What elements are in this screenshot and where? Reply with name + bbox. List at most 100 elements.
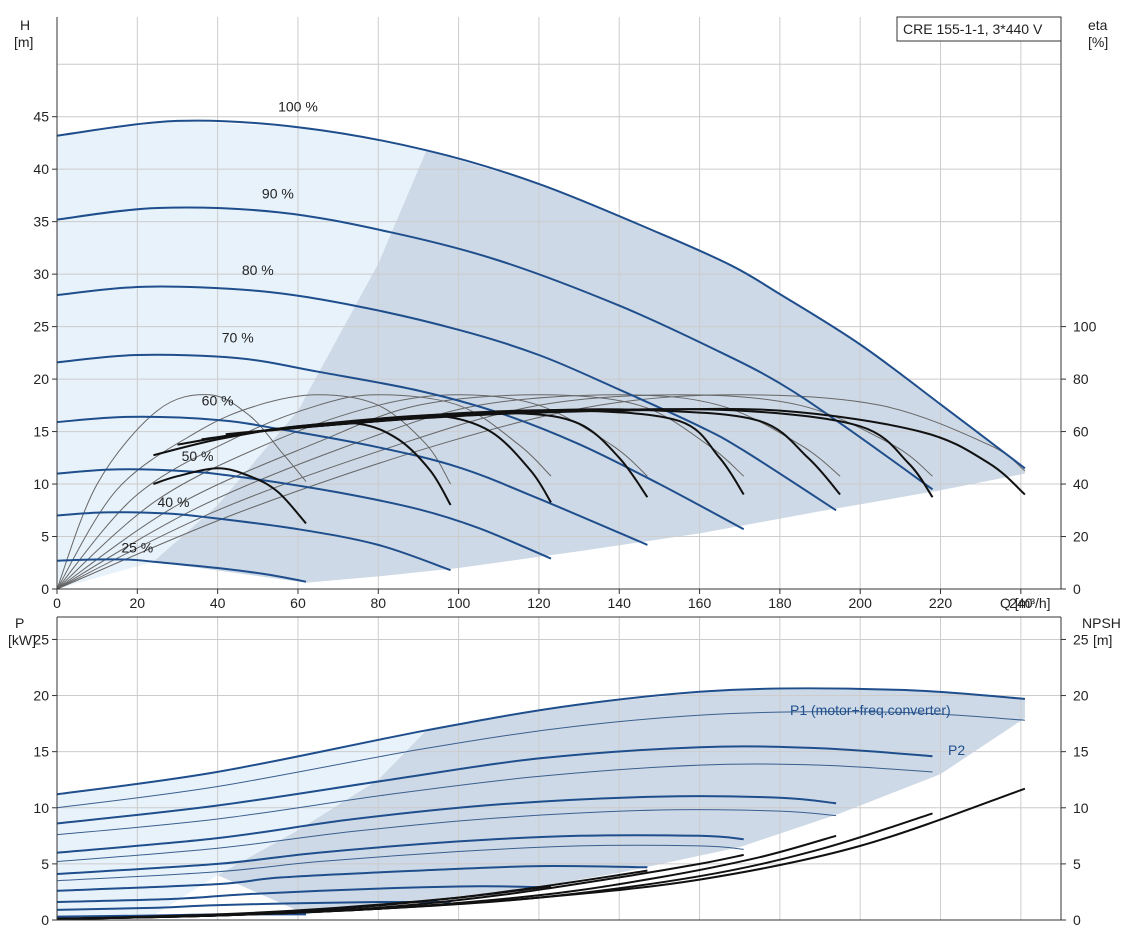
npsh-tick-label: 0 bbox=[1073, 912, 1081, 928]
y-tick-label: 45 bbox=[33, 109, 49, 125]
npsh-curve bbox=[56, 885, 552, 920]
efficiency-curve-thin bbox=[56, 394, 1026, 590]
npsh-tick-label: 5 bbox=[1073, 856, 1081, 872]
efficiency-curve-thin bbox=[56, 394, 452, 590]
p-tick-label: 25 bbox=[33, 631, 49, 647]
x-tick-label: 100 bbox=[447, 595, 471, 611]
p2-curve bbox=[56, 763, 933, 836]
x-tick-label: 180 bbox=[768, 595, 792, 611]
x-tick-label: 80 bbox=[370, 595, 386, 611]
bottom-chart-areas bbox=[57, 689, 1025, 920]
speed-label: 90 % bbox=[262, 186, 294, 202]
bottom-chart-curves bbox=[56, 687, 1026, 920]
y2-tick-label: 40 bbox=[1073, 476, 1089, 492]
speed-label: 40 % bbox=[158, 494, 190, 510]
top-y-axis-unit: [m] bbox=[14, 34, 33, 50]
x-tick-label: 200 bbox=[849, 595, 873, 611]
efficiency-curve-thin bbox=[56, 394, 307, 590]
y-tick-label: 15 bbox=[33, 424, 49, 440]
efficiency-curve-thin bbox=[56, 394, 648, 590]
y2-tick-label: 0 bbox=[1073, 581, 1081, 597]
speed-label: 80 % bbox=[242, 262, 274, 278]
p1-curve bbox=[56, 900, 451, 911]
legend-p2: P2 bbox=[948, 742, 965, 758]
p1-curve bbox=[56, 745, 933, 825]
p1-curve bbox=[56, 687, 1025, 796]
low-speed-area bbox=[57, 120, 427, 590]
x-axis-title: Q [m³/h] bbox=[1000, 595, 1051, 611]
x-tick-label: 220 bbox=[929, 595, 953, 611]
speed-label: 60 % bbox=[202, 392, 234, 408]
p2-curve bbox=[56, 844, 744, 882]
bottom-y2-axis-title: NPSH bbox=[1082, 615, 1121, 631]
head-curve-100 bbox=[56, 119, 1026, 470]
x-tick-label: 120 bbox=[527, 595, 551, 611]
y2-tick-label: 20 bbox=[1073, 529, 1089, 545]
head-curve-60 bbox=[56, 415, 648, 546]
p1-curve bbox=[56, 885, 552, 903]
npsh-tick-label: 25 bbox=[1073, 631, 1089, 647]
p-tick-label: 5 bbox=[41, 856, 49, 872]
bottom-y-axis-unit: [kW] bbox=[8, 632, 36, 648]
p1-curve bbox=[56, 795, 837, 854]
head-curve-40 bbox=[56, 511, 451, 572]
p2-curve bbox=[56, 809, 837, 863]
npsh-tick-label: 10 bbox=[1073, 800, 1089, 816]
y-tick-label: 20 bbox=[33, 371, 49, 387]
top-y2-axis-title: eta bbox=[1088, 17, 1108, 33]
efficiency-curve-thin bbox=[56, 394, 552, 590]
efficiency-curve bbox=[153, 467, 307, 525]
x-tick-label: 140 bbox=[608, 595, 632, 611]
p-tick-label: 20 bbox=[33, 688, 49, 704]
y2-tick-label: 100 bbox=[1073, 319, 1097, 335]
p-tick-label: 0 bbox=[41, 912, 49, 928]
y-tick-label: 10 bbox=[33, 476, 49, 492]
y-tick-label: 40 bbox=[33, 161, 49, 177]
y2-tick-label: 80 bbox=[1073, 371, 1089, 387]
y-tick-label: 25 bbox=[33, 319, 49, 335]
x-tick-label: 0 bbox=[53, 595, 61, 611]
npsh-tick-label: 15 bbox=[1073, 744, 1089, 760]
p2-curve bbox=[56, 711, 1025, 809]
head-curve-80 bbox=[56, 285, 837, 512]
y-tick-label: 5 bbox=[41, 529, 49, 545]
operating-area bbox=[153, 150, 1025, 583]
legend-p1: P1 (motor+freq.converter) bbox=[790, 702, 951, 718]
speed-label: 50 % bbox=[182, 448, 214, 464]
npsh-tick-label: 20 bbox=[1073, 688, 1089, 704]
y-tick-label: 35 bbox=[33, 214, 49, 230]
head-curve-25 bbox=[56, 558, 307, 583]
p-tick-label: 15 bbox=[33, 744, 49, 760]
bottom-chart-axes: 0 5 10 15 20 25 0 5 10 15 20 25 bbox=[33, 616, 1089, 928]
x-tick-label: 240 bbox=[1009, 595, 1033, 611]
top-chart-curves bbox=[56, 119, 1026, 590]
model-label: CRE 155-1-1, 3*440 V bbox=[903, 21, 1043, 37]
efficiency-curve-thin bbox=[56, 394, 841, 590]
speed-labels: 100 % 90 % 80 % 70 % 60 % 50 % 40 % 25 % bbox=[121, 98, 317, 555]
speed-label: 100 % bbox=[278, 98, 318, 114]
head-curve-50 bbox=[56, 468, 552, 560]
y-tick-label: 30 bbox=[33, 266, 49, 282]
speed-label: 25 % bbox=[121, 539, 153, 555]
p-tick-label: 10 bbox=[33, 800, 49, 816]
x-tick-label: 20 bbox=[130, 595, 146, 611]
x-tick-label: 60 bbox=[290, 595, 306, 611]
x-tick-label: 40 bbox=[210, 595, 226, 611]
speed-label: 70 % bbox=[222, 329, 254, 345]
x-tick-label: 160 bbox=[688, 595, 712, 611]
top-y-axis-title: H bbox=[20, 17, 30, 33]
power-operating-area bbox=[217, 689, 1025, 915]
power-low-speed-area bbox=[57, 730, 427, 920]
bottom-y-axis-title: P bbox=[15, 615, 24, 631]
top-chart-grid bbox=[56, 17, 1062, 589]
bottom-y2-axis-unit: [m] bbox=[1093, 632, 1112, 648]
y2-tick-label: 60 bbox=[1073, 424, 1089, 440]
p1-curve bbox=[56, 865, 648, 892]
head-curve-70 bbox=[56, 353, 745, 531]
model-label-box bbox=[896, 16, 1062, 42]
efficiency-curve-thin bbox=[56, 394, 745, 590]
top-y2-axis-unit: [%] bbox=[1088, 34, 1108, 50]
y-tick-label: 0 bbox=[41, 581, 49, 597]
